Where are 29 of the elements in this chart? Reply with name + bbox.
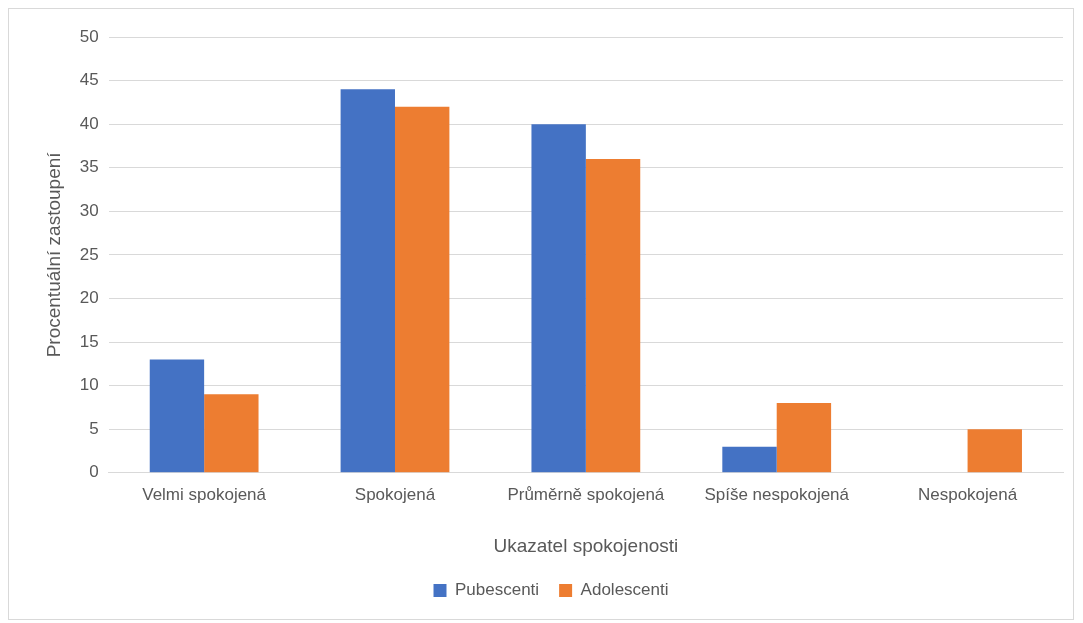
- bar: [722, 446, 777, 473]
- x-tick-label: Průměrně spokojená: [507, 484, 665, 504]
- y-tick-label: 20: [79, 288, 99, 308]
- y-tick-label: 50: [79, 26, 99, 46]
- x-axis-title: Ukazatel spokojenosti: [493, 534, 679, 556]
- bar: [585, 159, 641, 473]
- legend-label: Pubescenti: [455, 580, 540, 600]
- y-tick-label: 5: [89, 418, 99, 438]
- bar: [204, 394, 259, 473]
- legend-label: Adolescenti: [580, 580, 669, 600]
- y-tick-label: 45: [79, 70, 99, 90]
- y-tick-label: 25: [79, 244, 99, 264]
- x-tick-label: Nespokojená: [917, 484, 1018, 504]
- x-tick-label: Velmi spokojená: [142, 484, 267, 504]
- y-tick-label: 40: [79, 113, 99, 133]
- bar: [340, 89, 395, 473]
- y-tick-label: 0: [89, 462, 99, 482]
- y-tick-label: 15: [79, 331, 99, 351]
- bar: [149, 359, 205, 473]
- bar: [967, 429, 1022, 473]
- bar: [531, 124, 586, 473]
- x-tick-label: Spokojená: [354, 484, 436, 504]
- y-tick-label: 35: [79, 157, 99, 177]
- y-axis-title: Procentuální zastoupení: [42, 151, 64, 358]
- y-tick-label: 30: [79, 201, 99, 221]
- y-tick-label: 10: [79, 375, 99, 395]
- x-tick-label: Spíše nespokojená: [704, 484, 850, 504]
- bar: [776, 403, 832, 473]
- bar: [395, 106, 450, 473]
